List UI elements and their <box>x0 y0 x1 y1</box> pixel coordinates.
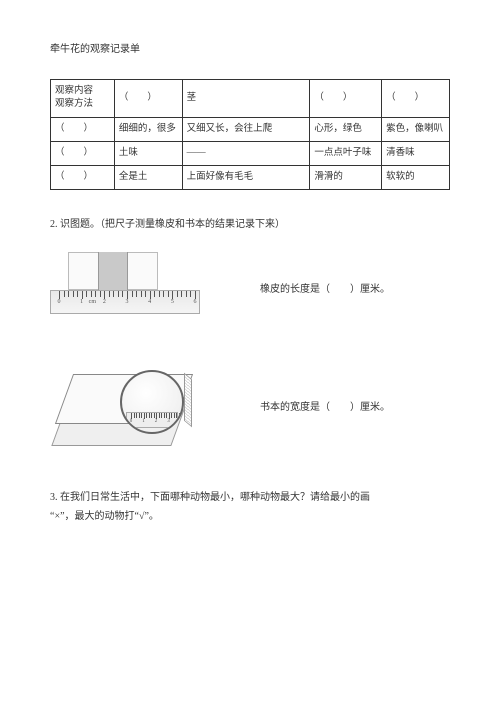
q2-stem: 2. 识图题。（把尺子测量橡皮和书本的结果记录下来） <box>50 216 450 234</box>
cell: 紫色，像喇叭 <box>382 117 450 141</box>
cell: 细细的，很多 <box>114 117 182 141</box>
cell: 全是土 <box>114 166 182 190</box>
cell: （ ） <box>382 80 450 118</box>
q3-text: 3. 在我们日常生活中，下面哪种动物最小，哪种动物最大？请给最小的画 “×”，最… <box>50 488 450 526</box>
cell: 茎 <box>182 80 310 118</box>
cell-line: 观察内容 <box>55 85 110 98</box>
cell: 又细又长，会往上爬 <box>182 117 310 141</box>
q3-line: “×”，最大的动物打“√”。 <box>50 507 450 526</box>
cell: 软软的 <box>382 166 450 190</box>
cell: 滑滑的 <box>310 166 382 190</box>
book-caption: 书本的宽度是（ ）厘米。 <box>260 398 390 413</box>
cell: （ ） <box>51 117 115 141</box>
cell: 心形，绿色 <box>310 117 382 141</box>
figure-eraser-row: 0123456cm 橡皮的长度是（ ）厘米。 <box>50 252 450 322</box>
cell: 观察内容 观察方法 <box>51 80 115 118</box>
table-row: 观察内容 观察方法 （ ） 茎 （ ） （ ） <box>51 80 450 118</box>
eraser-caption: 橡皮的长度是（ ）厘米。 <box>260 280 390 295</box>
cell: —— <box>182 141 310 165</box>
page-title: 牵牛花的观察记录单 <box>50 40 450 55</box>
book-pages-icon <box>184 373 192 428</box>
table-row: （ ） 土味 —— 一点点叶子味 清香味 <box>51 141 450 165</box>
figure-book-row: 01234 书本的宽度是（ ）厘米。 <box>50 350 450 460</box>
cell: 上面好像有毛毛 <box>182 166 310 190</box>
cell-line: 观察方法 <box>55 98 110 111</box>
cell: （ ） <box>51 166 115 190</box>
magnifier-icon: 01234 <box>120 370 184 434</box>
ruler-icon: 0123456cm <box>50 290 200 314</box>
q3-line: 3. 在我们日常生活中，下面哪种动物最小，哪种动物最大？请给最小的画 <box>50 488 450 507</box>
observation-table: 观察内容 观察方法 （ ） 茎 （ ） （ ） （ ） 细细的，很多 又细又长，… <box>50 79 450 190</box>
table-row: （ ） 全是土 上面好像有毛毛 滑滑的 软软的 <box>51 166 450 190</box>
table-row: （ ） 细细的，很多 又细又长，会往上爬 心形，绿色 紫色，像喇叭 <box>51 117 450 141</box>
eraser-band-icon <box>98 252 128 290</box>
cell: （ ） <box>310 80 382 118</box>
cell: 土味 <box>114 141 182 165</box>
cell: （ ） <box>114 80 182 118</box>
book-figure: 01234 <box>50 350 230 460</box>
cell: （ ） <box>51 141 115 165</box>
cell: 清香味 <box>382 141 450 165</box>
cell: 一点点叶子味 <box>310 141 382 165</box>
eraser-figure: 0123456cm <box>50 252 230 322</box>
